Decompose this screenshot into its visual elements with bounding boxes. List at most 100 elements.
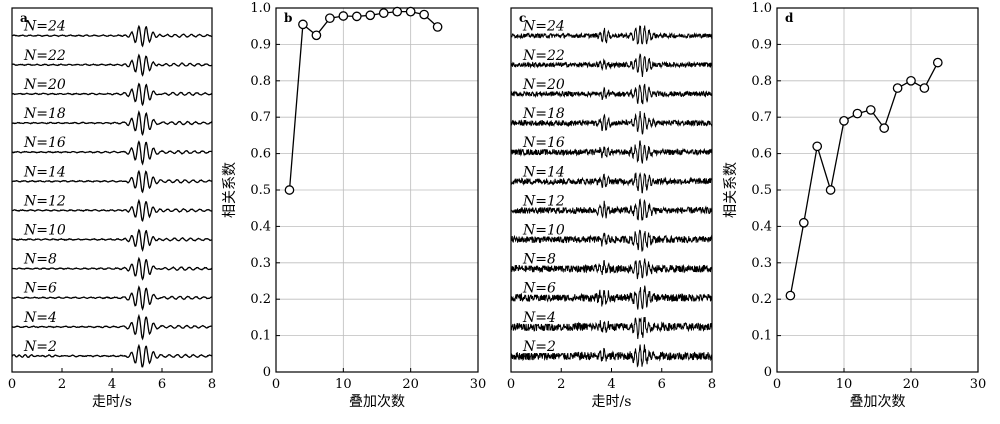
trace-label-bg <box>522 107 574 121</box>
y-tick-label: 0.4 <box>751 219 772 234</box>
trace-a-2 <box>11 82 213 107</box>
trace-label-bg <box>23 136 75 150</box>
trace-a-4 <box>12 140 213 166</box>
series-line-d <box>789 62 939 296</box>
y-tick-label: 0 <box>764 365 772 380</box>
data-point <box>798 217 809 228</box>
y-tick-label: 1.0 <box>751 1 772 16</box>
trace-label: N=14 <box>522 164 565 180</box>
x-axis-label: 走时/s <box>592 394 632 410</box>
trace-label-bg <box>23 281 75 295</box>
data-point <box>852 108 863 119</box>
y-tick-label: 0.7 <box>751 110 772 125</box>
trace-c-0 <box>510 24 713 45</box>
trace-label: N=24 <box>23 19 66 35</box>
y-axis-label: 相关系数 <box>723 162 739 218</box>
panel-c: N=24N=22N=20N=18N=16N=14N=12N=10N=8N=6N=… <box>507 7 716 410</box>
trace-c-5 <box>510 172 713 194</box>
trace-c-1 <box>510 53 713 77</box>
data-point <box>365 10 376 21</box>
data-point <box>892 83 903 93</box>
data-point <box>432 22 443 32</box>
trace-label-bg <box>23 252 75 266</box>
y-tick-label: 0.3 <box>250 256 271 271</box>
trace-label-bg <box>522 310 574 324</box>
trace-a-7 <box>11 228 213 252</box>
x-tick-label: 20 <box>402 377 419 392</box>
trace-label: N=10 <box>23 223 66 239</box>
trace-a-10 <box>11 313 212 341</box>
trace-label: N=4 <box>23 310 57 326</box>
trace-a-5 <box>11 169 213 194</box>
trace-c-4 <box>510 140 713 164</box>
data-point <box>932 57 943 68</box>
trace-c-8 <box>510 258 713 280</box>
trace-label: N=2 <box>23 339 57 355</box>
trace-a-6 <box>11 198 213 223</box>
data-point <box>812 141 823 152</box>
x-tick-label: 30 <box>970 377 987 392</box>
data-point <box>785 290 796 301</box>
trace-a-0 <box>12 24 213 48</box>
trace-label: N=18 <box>522 106 565 122</box>
trace-label-bg <box>23 19 75 33</box>
trace-label-bg <box>522 48 574 62</box>
trace-label-bg <box>522 194 574 208</box>
y-tick-label: 0.8 <box>250 74 271 89</box>
x-tick-label: 4 <box>607 377 615 392</box>
y-tick-label: 0.8 <box>751 74 772 89</box>
x-tick-label: 10 <box>335 377 352 392</box>
trace-c-11 <box>510 344 713 368</box>
trace-label-bg <box>23 77 75 91</box>
y-tick-label: 0.3 <box>751 256 772 271</box>
x-axis-label: 走时/s <box>92 394 132 410</box>
y-tick-label: 0.9 <box>751 37 772 52</box>
trace-label: N=6 <box>23 281 57 297</box>
x-tick-label: 8 <box>708 377 716 392</box>
trace-label-bg <box>23 48 75 62</box>
trace-label: N=12 <box>522 193 565 209</box>
trace-c-6 <box>510 198 713 221</box>
trace-label-bg <box>23 339 75 353</box>
trace-label: N=12 <box>23 193 66 209</box>
panel-letter: a <box>20 11 28 25</box>
trace-label-bg <box>522 281 574 295</box>
data-point <box>405 6 416 17</box>
x-tick-label: 0 <box>773 377 781 392</box>
data-point <box>338 11 349 21</box>
trace-a-1 <box>11 53 213 77</box>
trace-a-3 <box>11 109 213 136</box>
trace-label-bg <box>23 165 75 179</box>
x-axis-label: 叠加次数 <box>349 394 405 410</box>
x-tick-label: 10 <box>836 377 853 392</box>
trace-label-bg <box>522 77 574 91</box>
trace-label-bg <box>23 310 75 324</box>
y-tick-label: 0.5 <box>751 183 772 198</box>
y-tick-label: 0.2 <box>751 292 772 307</box>
x-tick-label: 4 <box>108 377 116 392</box>
y-tick-label: 0.6 <box>250 147 271 162</box>
trace-label-bg <box>522 136 574 150</box>
y-tick-label: 0 <box>263 365 271 380</box>
y-tick-label: 0.6 <box>751 147 772 162</box>
x-tick-label: 2 <box>58 377 66 392</box>
trace-label: N=24 <box>522 19 565 35</box>
data-point <box>825 185 836 195</box>
trace-label: N=8 <box>522 252 556 268</box>
data-point <box>906 75 916 86</box>
y-tick-label: 0.5 <box>250 183 271 198</box>
x-tick-label: 8 <box>208 377 216 392</box>
data-point <box>865 105 876 115</box>
x-tick-label: 20 <box>903 377 920 392</box>
trace-label-bg <box>23 194 75 208</box>
y-tick-label: 0.1 <box>250 329 271 344</box>
trace-label: N=20 <box>522 77 565 93</box>
panel-d: 0 0.1 0.2 0.3 0.4 0.5 0.6 0.7 0.8 0.9 1.0 相关系数 0 10 20… <box>723 1 986 410</box>
x-tick-label: 0 <box>507 377 515 392</box>
data-point <box>298 19 308 30</box>
trace-a-8 <box>11 256 213 281</box>
trace-label: N=22 <box>522 48 565 64</box>
trace-label: N=4 <box>522 310 556 326</box>
trace-a-11 <box>11 343 213 368</box>
